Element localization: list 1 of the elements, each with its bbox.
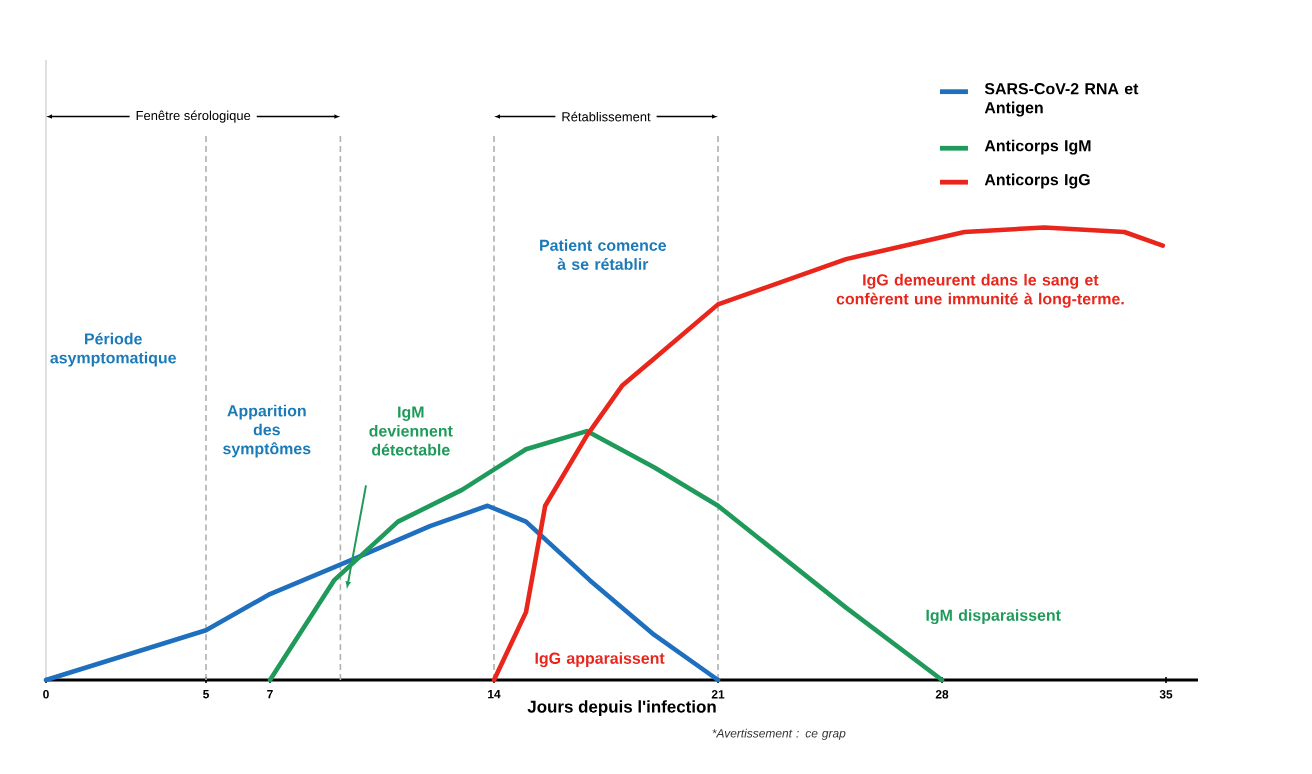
- x-axis-title: Jours depuis l'infection: [527, 700, 716, 717]
